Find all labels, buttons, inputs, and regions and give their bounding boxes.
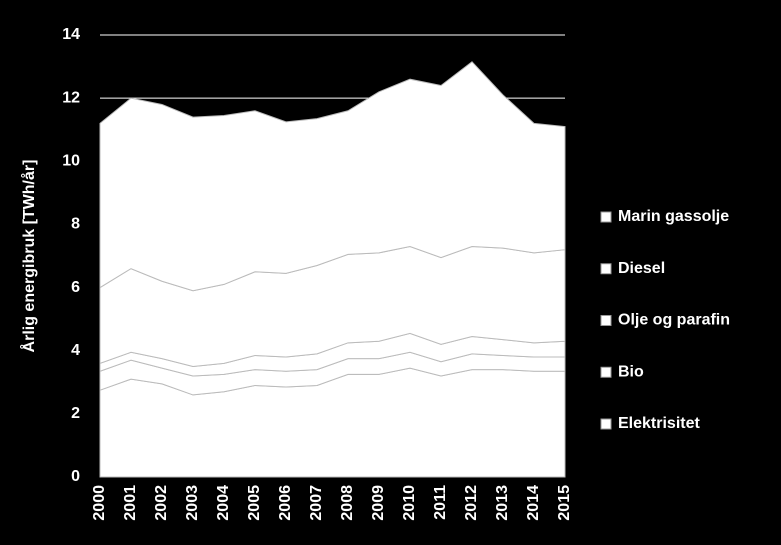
x-tick-label: 2000 — [91, 485, 108, 521]
x-tick-label: 2002 — [153, 485, 170, 521]
x-tick-label: 2014 — [525, 485, 542, 521]
legend-label: Elektrisitet — [618, 415, 700, 432]
x-tick-label: 2012 — [463, 485, 480, 521]
legend-label: Marin gassolje — [618, 208, 729, 225]
y-tick-label: 12 — [62, 89, 80, 106]
legend-marker — [600, 211, 612, 223]
legend-marker — [600, 366, 612, 378]
legend-marker — [600, 263, 612, 275]
legend-label: Olje og parafin — [618, 312, 730, 329]
x-tick-label: 2008 — [339, 485, 356, 521]
legend-marker — [600, 315, 612, 326]
y-tick-label: 6 — [71, 279, 80, 296]
area — [99, 61, 566, 292]
x-tick-label: 2003 — [184, 485, 201, 521]
legend-label: Bio — [618, 363, 644, 380]
x-tick-label: 2001 — [122, 485, 139, 521]
x-tick-label: 2010 — [401, 485, 418, 521]
y-tick-label: 14 — [62, 26, 80, 43]
y-tick-label: 4 — [71, 342, 80, 359]
legend-label: Diesel — [618, 260, 665, 277]
x-tick-label: 2006 — [277, 485, 294, 521]
x-tick-label: 2007 — [308, 485, 325, 521]
y-axis-label: Årlig energibruk [TWh/år] — [19, 160, 38, 353]
x-tick-label: 2005 — [246, 485, 263, 521]
x-tick-label: 2011 — [432, 485, 449, 520]
x-tick-label: 2015 — [556, 485, 573, 521]
y-tick-label: 2 — [71, 405, 80, 422]
y-tick-label: 10 — [62, 153, 80, 170]
legend-marker — [600, 418, 612, 430]
y-tick-label: 0 — [71, 468, 80, 485]
x-tick-label: 2013 — [494, 485, 511, 521]
x-tick-label: 2004 — [215, 485, 232, 521]
y-tick-label: 8 — [71, 216, 80, 233]
x-tick-label: 2009 — [370, 485, 387, 521]
